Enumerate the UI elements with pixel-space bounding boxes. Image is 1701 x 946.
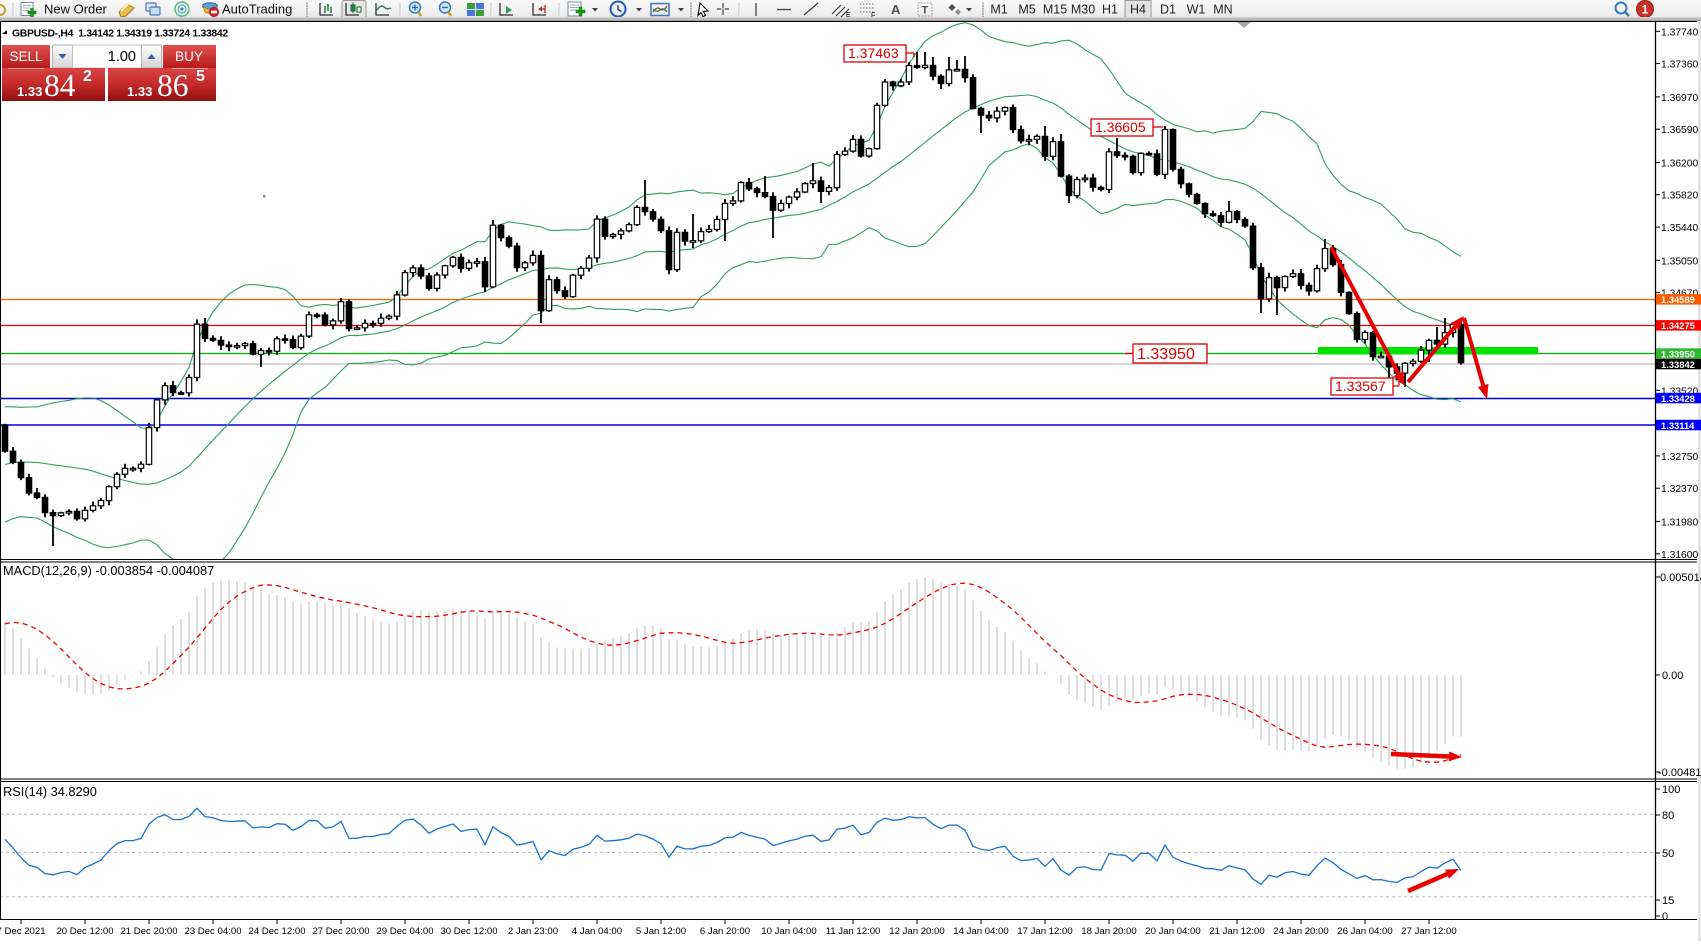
svg-text:29 Dec 04:00: 29 Dec 04:00 [376, 926, 433, 937]
svg-text:23 Dec 04:00: 23 Dec 04:00 [184, 926, 241, 937]
svg-text:MACD(12,26,9) -0.003854 -0.004: MACD(12,26,9) -0.003854 -0.004087 [3, 563, 214, 578]
svg-text:1: 1 [1642, 3, 1649, 17]
svg-text:H1: H1 [1102, 3, 1118, 17]
svg-text:GBPUSD-,H4 1.34142 1.34319 1.: GBPUSD-,H4 1.34142 1.34319 1.33724 1.338… [12, 29, 228, 40]
svg-text:1.34589: 1.34589 [1661, 294, 1695, 305]
svg-text:1.00: 1.00 [108, 49, 136, 65]
svg-text:E: E [846, 12, 851, 19]
svg-text:15: 15 [1662, 895, 1674, 907]
svg-text:0.005014: 0.005014 [1660, 572, 1701, 584]
svg-text:11 Jan 12:00: 11 Jan 12:00 [826, 926, 881, 937]
svg-text:1.36200: 1.36200 [1661, 158, 1698, 169]
svg-text:84: 84 [44, 68, 76, 103]
svg-text:5 Jan 12:00: 5 Jan 12:00 [636, 926, 686, 937]
svg-text:1.31980: 1.31980 [1661, 517, 1698, 528]
svg-text:24 Jan 20:00: 24 Jan 20:00 [1273, 926, 1328, 937]
svg-text:0.00: 0.00 [1662, 670, 1683, 682]
svg-text:5: 5 [196, 68, 205, 85]
svg-text:1.33: 1.33 [127, 84, 152, 99]
svg-text:1.31600: 1.31600 [1661, 550, 1698, 561]
svg-text:M5: M5 [1018, 3, 1035, 17]
svg-text:80: 80 [1662, 810, 1674, 822]
svg-text:30 Dec 12:00: 30 Dec 12:00 [440, 926, 497, 937]
svg-text:1.33842: 1.33842 [1661, 359, 1695, 370]
svg-text:26 Jan 04:00: 26 Jan 04:00 [1337, 926, 1392, 937]
svg-text:17 Jan 12:00: 17 Jan 12:00 [1017, 926, 1072, 937]
svg-text:1.36605: 1.36605 [1095, 119, 1146, 135]
svg-text:A: A [891, 2, 901, 17]
svg-text:21 Jan 12:00: 21 Jan 12:00 [1209, 926, 1264, 937]
svg-text:W1: W1 [1187, 3, 1206, 17]
svg-text:F: F [871, 13, 875, 20]
svg-text:1.33950: 1.33950 [1137, 346, 1195, 363]
svg-text:1.32750: 1.32750 [1661, 452, 1698, 463]
svg-text:20 Jan 04:00: 20 Jan 04:00 [1145, 926, 1200, 937]
svg-text:1.33520: 1.33520 [1661, 386, 1698, 397]
svg-text:1.35050: 1.35050 [1661, 256, 1698, 267]
svg-text:2 Jan 23:00: 2 Jan 23:00 [508, 926, 558, 937]
svg-text:24 Dec 12:00: 24 Dec 12:00 [248, 926, 305, 937]
svg-text:6 Jan 20:00: 6 Jan 20:00 [700, 926, 750, 937]
svg-text:1.34275: 1.34275 [1661, 320, 1695, 331]
svg-text:1.33: 1.33 [17, 84, 42, 99]
svg-text:7 Dec 2021: 7 Dec 2021 [0, 926, 46, 937]
svg-text:D1: D1 [1160, 3, 1176, 17]
svg-text:50: 50 [1662, 848, 1674, 860]
svg-text:SELL: SELL [9, 49, 43, 64]
svg-text:1.33950: 1.33950 [1661, 348, 1695, 359]
svg-text:RSI(14) 34.8290: RSI(14) 34.8290 [3, 784, 97, 799]
svg-text:12 Jan 20:00: 12 Jan 20:00 [889, 926, 944, 937]
svg-text:1.37360: 1.37360 [1661, 60, 1698, 71]
svg-text:27 Dec 20:00: 27 Dec 20:00 [312, 926, 369, 937]
svg-text:M1: M1 [990, 3, 1007, 17]
svg-text:M15: M15 [1043, 3, 1067, 17]
svg-text:86: 86 [157, 68, 189, 103]
svg-text:1.36590: 1.36590 [1661, 125, 1698, 136]
svg-text:2: 2 [83, 68, 92, 85]
svg-text:0: 0 [1662, 911, 1668, 923]
svg-text:H4: H4 [1130, 3, 1146, 17]
svg-text:M30: M30 [1071, 3, 1095, 17]
svg-text:-0.004812: -0.004812 [1658, 767, 1701, 779]
svg-text:14 Jan 04:00: 14 Jan 04:00 [953, 926, 1008, 937]
svg-text:18 Jan 20:00: 18 Jan 20:00 [1081, 926, 1136, 937]
svg-text:4 Jan 04:00: 4 Jan 04:00 [572, 926, 622, 937]
svg-text:1.33428: 1.33428 [1661, 393, 1695, 404]
svg-text:1.33114: 1.33114 [1661, 420, 1695, 431]
svg-text:1.35440: 1.35440 [1661, 223, 1698, 234]
svg-text:10 Jan 04:00: 10 Jan 04:00 [761, 926, 816, 937]
svg-text:100: 100 [1662, 784, 1680, 796]
svg-text:1.32370: 1.32370 [1661, 484, 1698, 495]
svg-text:1.37463: 1.37463 [848, 45, 899, 61]
svg-text:BUY: BUY [175, 49, 203, 64]
svg-text:1.35820: 1.35820 [1661, 191, 1698, 202]
svg-text:New Order: New Order [44, 2, 108, 17]
svg-text:1.37740: 1.37740 [1661, 27, 1698, 38]
svg-text:1.33567: 1.33567 [1335, 378, 1386, 394]
svg-text:27 Jan 12:00: 27 Jan 12:00 [1401, 926, 1456, 937]
svg-text:1.36970: 1.36970 [1661, 93, 1698, 104]
svg-text:MN: MN [1213, 3, 1232, 17]
svg-text:T: T [922, 5, 929, 17]
svg-text:21 Dec 20:00: 21 Dec 20:00 [120, 926, 177, 937]
svg-text:AutoTrading: AutoTrading [222, 2, 292, 17]
svg-text:20 Dec 12:00: 20 Dec 12:00 [56, 926, 113, 937]
